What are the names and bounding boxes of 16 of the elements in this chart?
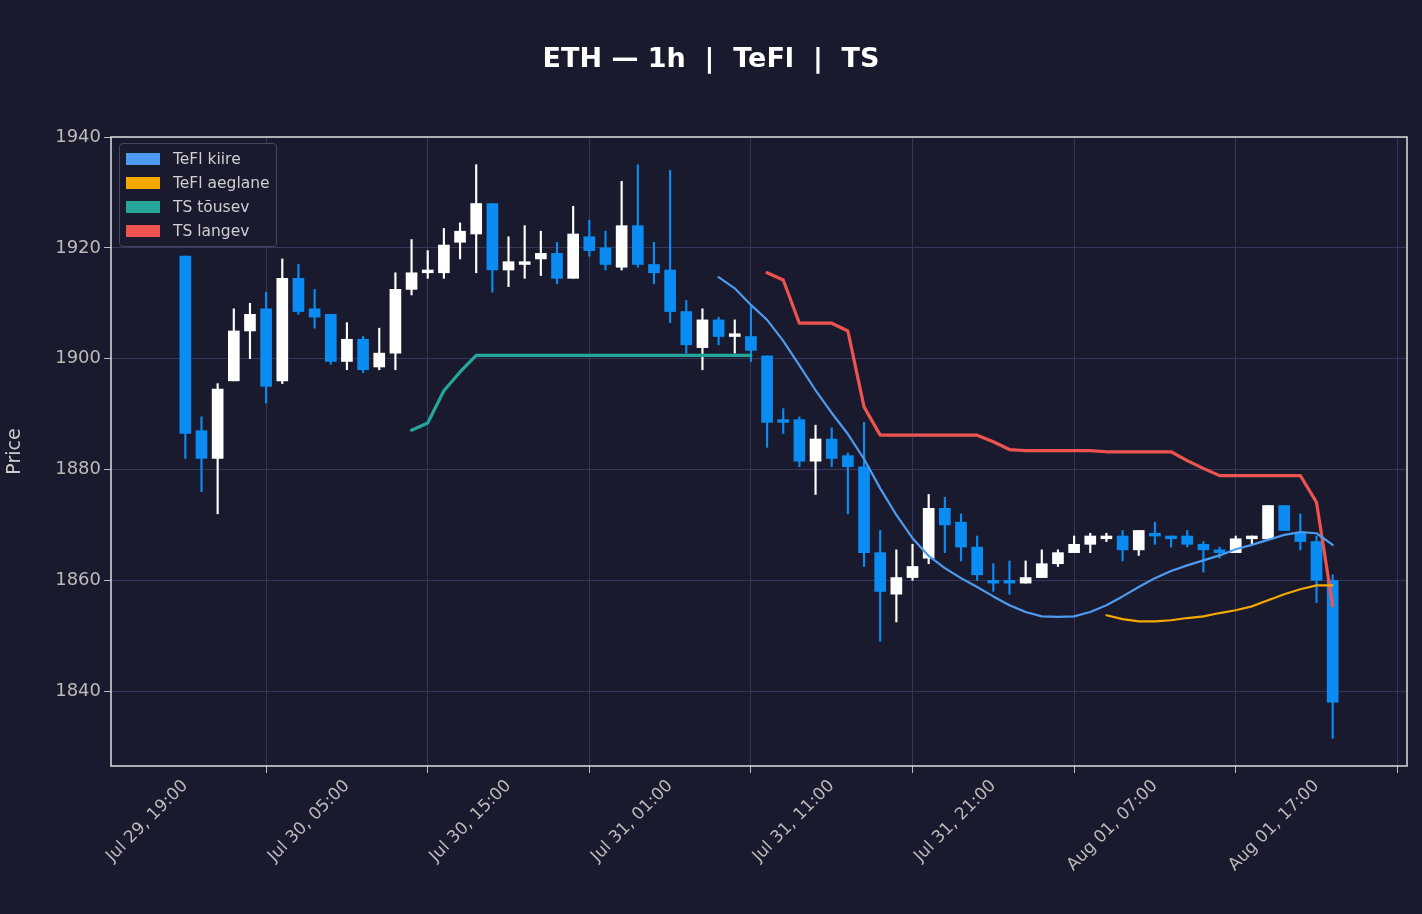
legend-label: TS tõusev — [173, 198, 250, 216]
legend-label: TeFl aeglane — [173, 174, 270, 192]
candlestick — [809, 424, 822, 495]
y-axis-title: Price — [2, 428, 25, 475]
legend-label: TeFl kiire — [173, 150, 241, 168]
y-tick-label: 1840 — [55, 678, 101, 700]
candlestick — [405, 239, 418, 296]
y-tick-label: 1920 — [55, 235, 101, 257]
candlestick — [502, 236, 515, 287]
y-tick-label: 1900 — [55, 346, 101, 368]
y-tick-label: 1880 — [55, 457, 101, 479]
candlestick — [906, 544, 919, 581]
chart-title: ETH — 1h | TeFl | TS — [541, 42, 881, 73]
legend-label: TS langev — [173, 222, 250, 240]
y-tick-label: 1940 — [55, 124, 101, 146]
y-tick-label: 1860 — [55, 568, 101, 590]
